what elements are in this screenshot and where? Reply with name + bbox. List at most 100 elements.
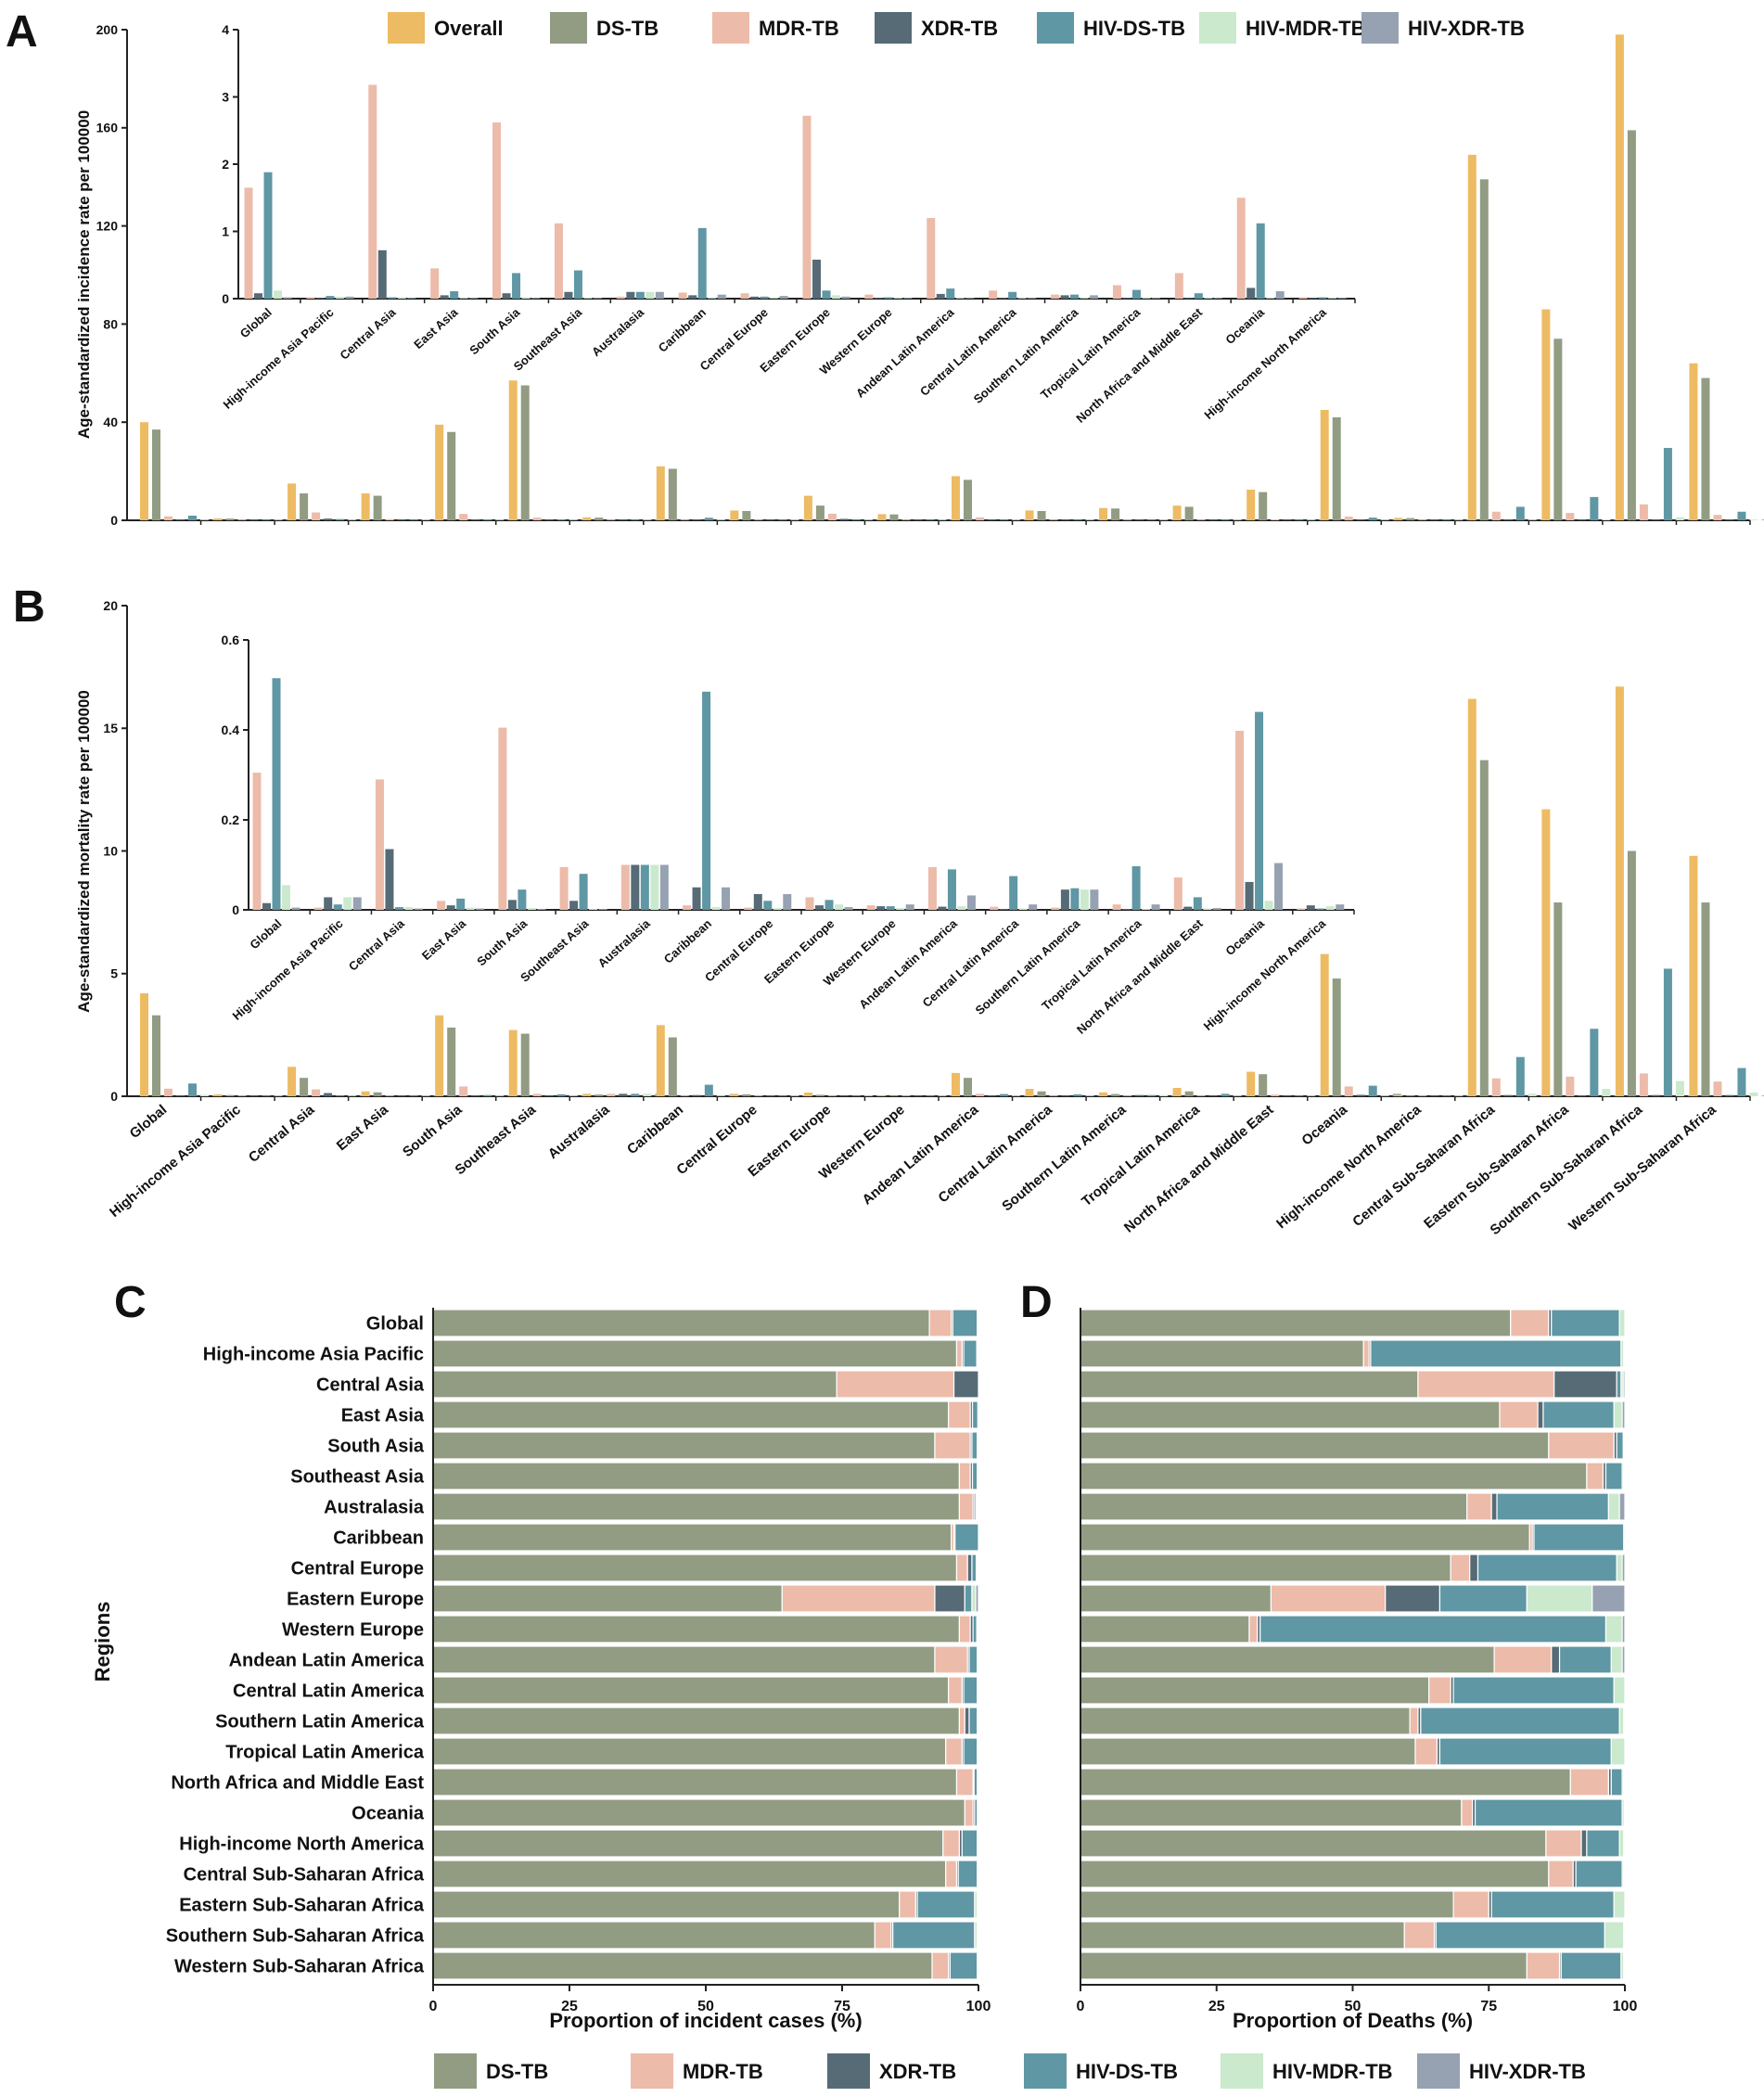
legend-swatch-hiv-ds-tb (1037, 12, 1074, 44)
y-tick-label: 40 (103, 415, 118, 429)
segment-high-income-north-america-hiv-ds-tb (961, 1829, 978, 1858)
bar-southeast-asia-overall (508, 1029, 518, 1096)
segment-high-income-north-america-ds-tb (1080, 1829, 1547, 1858)
bar-eastern-europe-xdr-tb (815, 905, 824, 910)
segment-tropical-latin-america-ds-tb (1080, 1737, 1416, 1766)
bar-central-europe-mdr-tb (740, 293, 749, 299)
bar-south-asia-xdr-tb (471, 1095, 480, 1096)
bar-tropical-latin-america-hiv-ds-tb (1131, 865, 1141, 910)
x-tick-label-australasia: Australasia (545, 1102, 613, 1162)
bar-eastern-europe-hiv-mdr-tb (863, 519, 873, 520)
segment-southeast-asia-mdr-tb (1586, 1462, 1604, 1490)
bar-north-africa-and-middle-east-xdr-tb (1283, 519, 1292, 520)
bar-high-income-north-america-xdr-tb (1430, 1095, 1439, 1096)
bar-central-sub-saharan-africa-hiv-ds-tb (1515, 1056, 1525, 1096)
bar-north-africa-and-middle-east-mdr-tb (1174, 273, 1183, 299)
bar-central-latin-america-overall (1025, 510, 1034, 520)
bar-global-hiv-xdr-tb (291, 907, 300, 910)
bar-central-asia-mdr-tb (368, 84, 377, 299)
bar-australasia-mdr-tb (607, 1093, 616, 1096)
segment-andean-latin-america-mdr-tb (934, 1645, 968, 1674)
category-label-global: Global (366, 1314, 424, 1335)
segment-south-asia-hiv-ds-tb (1616, 1431, 1624, 1460)
bar-andean-latin-america-hiv-xdr-tb (966, 895, 976, 910)
bar-western-sub-saharan-africa-xdr-tb (1725, 519, 1734, 520)
bar-global-mdr-tb (252, 773, 262, 910)
segment-north-africa-and-middle-east-hiv-xdr-tb (1623, 1768, 1626, 1797)
bar-north-africa-and-middle-east-hiv-ds-tb (1194, 293, 1203, 299)
segment-southern-latin-america-ds-tb (1080, 1707, 1411, 1735)
segment-western-sub-saharan-africa-mdr-tb (1526, 1951, 1561, 1980)
bar-australasia-xdr-tb (619, 1093, 628, 1096)
bar-central-europe-hiv-mdr-tb (770, 298, 779, 299)
segment-western-europe-ds-tb (432, 1615, 961, 1643)
bar-australasia-mdr-tb (616, 296, 625, 299)
bar-eastern-europe-xdr-tb (839, 518, 849, 520)
segment-southern-latin-america-mdr-tb (958, 1707, 965, 1735)
bar-global-mdr-tb (164, 516, 173, 520)
x-tick-label-caribbean: Caribbean (656, 305, 709, 355)
segment-high-income-north-america-hiv-xdr-tb (1623, 1829, 1626, 1858)
bar-central-asia-hiv-xdr-tb (414, 908, 423, 910)
bar-tropical-latin-america-hiv-mdr-tb (1142, 298, 1151, 299)
bar-high-income-asia-pacific-ds-tb (225, 1094, 235, 1096)
x-tick-label-global: Global (247, 916, 284, 952)
bar-east-asia-mdr-tb (430, 268, 440, 299)
legend-label-mdr-tb: MDR-TB (683, 2060, 763, 2083)
segment-australasia-ds-tb (432, 1492, 961, 1521)
category-label-oceania: Oceania (352, 1804, 425, 1824)
segment-australasia-mdr-tb (1466, 1492, 1492, 1521)
panel-label-a: A (6, 7, 38, 57)
bar-caribbean-xdr-tb (692, 1094, 701, 1096)
segment-australasia-hiv-ds-tb (1496, 1492, 1609, 1521)
bar-east-asia-overall (361, 1091, 370, 1096)
segment-high-income-asia-pacific-mdr-tb (1362, 1339, 1370, 1368)
bar-australasia-ds-tb (594, 518, 604, 520)
bar-oceania-xdr-tb (1356, 519, 1365, 520)
bar-eastern-europe-hiv-mdr-tb (835, 904, 843, 910)
bar-central-europe-hiv-xdr-tb (783, 894, 792, 910)
bar-global-xdr-tb (262, 902, 271, 910)
x-tick-label: 25 (561, 1999, 578, 2014)
bar-north-africa-and-middle-east-hiv-ds-tb (1295, 519, 1304, 520)
bar-east-asia-mdr-tb (437, 901, 446, 910)
segment-australasia-hiv-xdr-tb (1618, 1492, 1626, 1521)
bar-central-latin-america-xdr-tb (998, 298, 1007, 299)
segment-eastern-europe-hiv-ds-tb (964, 1584, 973, 1613)
y-axis-title: Age-standardized incidence rate per 1000… (75, 110, 93, 439)
bar-western-sub-saharan-africa-ds-tb (1701, 377, 1710, 520)
segment-global-ds-tb (432, 1309, 930, 1337)
bar-central-latin-america-mdr-tb (1049, 519, 1058, 520)
x-tick-label-north-africa-and-middle-east: North Africa and Middle East (1073, 305, 1205, 426)
bar-caribbean-ds-tb (668, 1037, 677, 1096)
legend-label-hiv-ds-tb: HIV-DS-TB (1083, 17, 1185, 40)
bar-north-africa-and-middle-east-hiv-mdr-tb (1307, 1095, 1316, 1096)
category-label-central-asia: Central Asia (316, 1375, 425, 1396)
bar-southern-latin-america-xdr-tb (1135, 1094, 1144, 1096)
bar-caribbean-hiv-ds-tb (702, 691, 711, 910)
segment-oceania-hiv-xdr-tb (1623, 1798, 1626, 1827)
bar-southern-latin-america-overall (1099, 507, 1108, 520)
segment-central-sub-saharan-africa-mdr-tb (1548, 1860, 1574, 1888)
bar-high-income-north-america-hiv-ds-tb (1442, 1095, 1451, 1096)
segment-caribbean-hiv-ds-tb (1533, 1523, 1625, 1552)
bar-central-latin-america-overall (1025, 1089, 1034, 1096)
bar-central-sub-saharan-africa-ds-tb (1479, 760, 1489, 1096)
y-tick-label: 80 (103, 316, 118, 331)
segment-global-ds-tb (1080, 1309, 1512, 1337)
segment-andean-latin-america-xdr-tb (1551, 1645, 1561, 1674)
legend-label-hiv-ds-tb: HIV-DS-TB (1076, 2060, 1178, 2083)
bar-high-income-asia-pacific-hiv-mdr-tb (343, 897, 352, 910)
segment-central-sub-saharan-africa-hiv-ds-tb (957, 1860, 978, 1888)
bar-north-africa-and-middle-east-mdr-tb (1271, 518, 1280, 520)
bar-high-income-north-america-overall (1394, 518, 1403, 520)
bar-oceania-overall (1320, 953, 1329, 1096)
bar-western-europe-hiv-mdr-tb (938, 1095, 947, 1096)
segment-southern-latin-america-mdr-tb (1409, 1707, 1419, 1735)
bar-western-europe-hiv-mdr-tb (938, 519, 947, 520)
bar-southern-sub-saharan-africa-hiv-ds-tb (1663, 447, 1672, 520)
bar-east-asia-hiv-ds-tb (409, 519, 418, 520)
bar-global-mdr-tb (244, 187, 253, 299)
bar-southeast-asia-mdr-tb (532, 518, 542, 520)
bar-east-asia-mdr-tb (385, 1095, 394, 1096)
